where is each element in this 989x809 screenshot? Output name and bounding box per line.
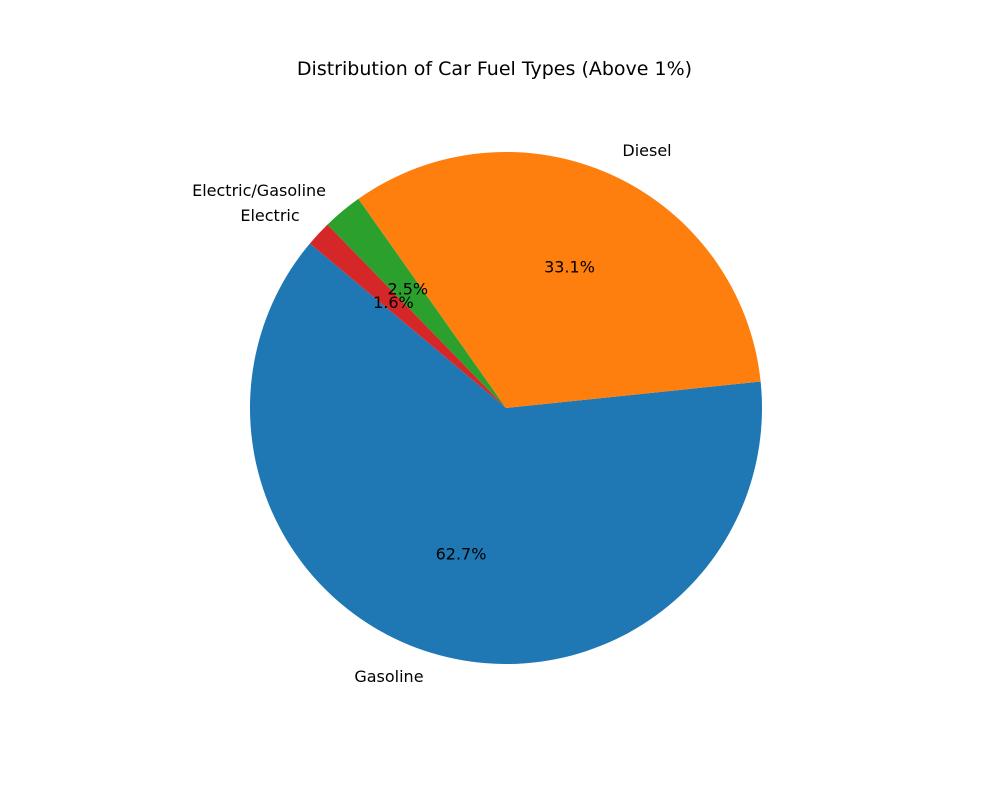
pie-slice-electric-gasoline <box>327 198 506 408</box>
pie-slice-diesel <box>358 152 761 408</box>
chart-title: Distribution of Car Fuel Types (Above 1%… <box>296 58 693 80</box>
pie-slices <box>249 152 762 665</box>
slice-label-electric: Electric <box>240 206 299 225</box>
pct-label-gasoline: 62.7% <box>436 544 487 563</box>
slice-label-diesel: Diesel <box>622 141 671 160</box>
slice-label-electric-gasoline: Electric/Gasoline <box>192 181 326 200</box>
pct-label-diesel: 33.1% <box>544 258 595 277</box>
pie-slice-electric <box>309 224 506 408</box>
pie-labels: Gasoline 62.7% Diesel 33.1% Electric/Gasolin… <box>192 141 672 686</box>
slice-label-gasoline: Gasoline <box>354 667 423 686</box>
pct-label-electric: 1.6% <box>373 293 414 312</box>
pie-slice-gasoline <box>249 243 762 665</box>
pct-label-electric-gasoline: 2.5% <box>387 279 428 298</box>
